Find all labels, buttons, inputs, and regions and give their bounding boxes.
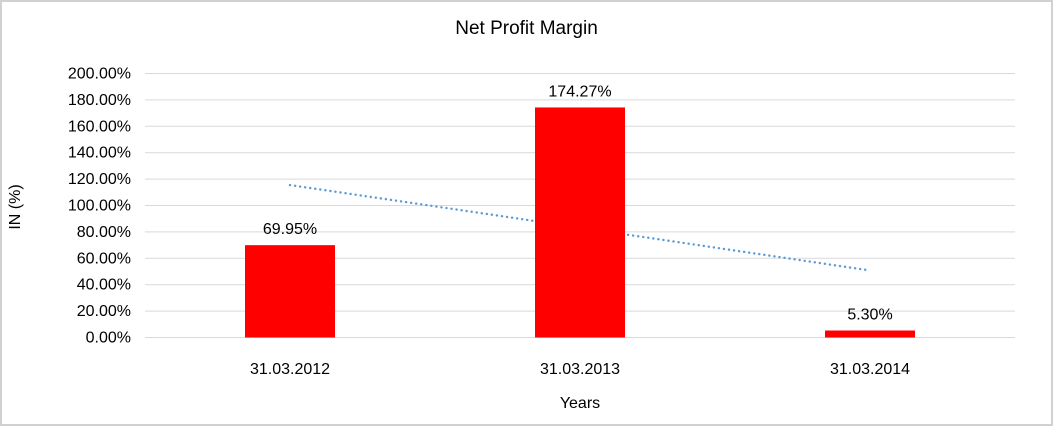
y-tick-label: 60.00% <box>77 250 131 267</box>
x-tick-label: 31.03.2013 <box>540 361 620 378</box>
bar-value-label: 5.30% <box>847 307 892 324</box>
y-tick-label: 100.00% <box>68 198 131 215</box>
bar <box>535 107 625 338</box>
chart-title: Net Profit Margin <box>455 18 598 39</box>
bar <box>245 245 335 338</box>
y-tick-label: 80.00% <box>77 224 131 241</box>
x-axis-title: Years <box>559 395 601 412</box>
x-tick-label: 31.03.2014 <box>830 361 910 378</box>
y-tick-label: 200.00% <box>68 66 131 83</box>
bar-value-label: 174.27% <box>548 83 611 100</box>
trendline <box>288 183 872 272</box>
y-tick-label: 20.00% <box>77 303 131 320</box>
y-tick-label: 140.00% <box>68 145 131 162</box>
y-tick-label: 40.00% <box>77 277 131 294</box>
y-tick-label: 180.00% <box>68 92 131 109</box>
bar-value-label: 69.95% <box>263 221 317 238</box>
y-tick-label: 160.00% <box>68 118 131 135</box>
x-tick-label: 31.03.2012 <box>250 361 330 378</box>
y-tick-label: 0.00% <box>86 330 131 347</box>
y-tick-label: 120.00% <box>68 171 131 188</box>
bar <box>825 330 915 338</box>
